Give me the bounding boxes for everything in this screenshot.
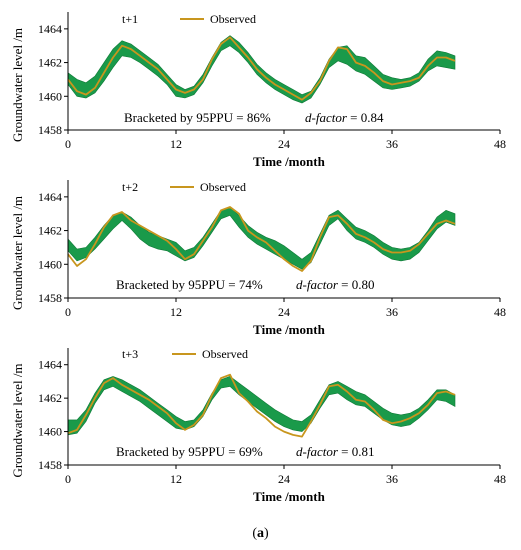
panel-3-x-tick-label: 0: [65, 472, 71, 486]
panel-2-y-tick-label: 1460: [38, 257, 62, 271]
panel-2-x-tick-label: 24: [278, 305, 290, 319]
panel-1-legend-label: Observed: [210, 12, 256, 26]
panel-1-y-tick-label: 1460: [38, 89, 62, 103]
panel-2-x-tick-label: 12: [170, 305, 182, 319]
panel-1-x-tick-label: 48: [494, 137, 506, 151]
panel-2-y-tick-label: 1458: [38, 291, 62, 305]
panel-3-x-tick-label: 36: [386, 472, 398, 486]
panel-3-y-axis-label: Groundwater level /m: [10, 363, 25, 477]
panel-1-ppu-band: [67, 35, 456, 104]
panel-2-x-tick-label: 36: [386, 305, 398, 319]
panel-1-x-tick-label: 12: [170, 137, 182, 151]
panel-3-observed-line: [67, 373, 456, 438]
panel-2-x-axis-label: Time /month: [253, 322, 325, 337]
panel-1-x-tick-label: 0: [65, 137, 71, 151]
panel-1-panel-label: t+1: [122, 12, 138, 26]
panel-1-dfactor-symbol: d-factor: [305, 110, 348, 125]
panel-2-annotation-bracketed: Bracketed by 95PPU = 74%: [116, 277, 263, 292]
caption-open: (: [252, 526, 257, 541]
panel-3-x-tick-label: 24: [278, 472, 290, 486]
caption-label: a: [257, 526, 264, 541]
panel-3-x-axis-label: Time /month: [253, 489, 325, 504]
panel-1-annotation-bracketed: Bracketed by 95PPU = 86%: [124, 110, 271, 125]
panel-2-y-tick-label: 1462: [38, 224, 62, 238]
panel-2-observed-line: [67, 206, 456, 272]
panel-3-dfactor-symbol: d-factor: [296, 444, 339, 459]
panel-2-x-tick-label: 0: [65, 305, 71, 319]
panel-3-y-tick-label: 1462: [38, 391, 62, 405]
panel-1-dfactor-value: = 0.84: [347, 110, 384, 125]
caption-close: ): [264, 526, 269, 541]
panel-3-annotation-dfactor: d-factor = 0.81: [296, 444, 374, 459]
panel-2-dfactor-value: = 0.80: [338, 277, 375, 292]
panel-2-ppu-band: [67, 206, 456, 270]
panel-3-y-tick-label: 1458: [38, 458, 62, 472]
panel-1-x-tick-label: 36: [386, 137, 398, 151]
panel-1-y-tick-label: 1464: [38, 22, 62, 36]
panel-3-ppu-band: [67, 376, 456, 436]
panel-2-legend-label: Observed: [200, 180, 246, 194]
panel-2-annotation-dfactor: d-factor = 0.80: [296, 277, 374, 292]
panel-2-panel-label: t+2: [122, 180, 138, 194]
panel-1-annotation-dfactor: d-factor = 0.84: [305, 110, 384, 125]
panel-2-y-axis-label: Groundwater level /m: [10, 196, 25, 310]
panel-1-y-tick-label: 1458: [38, 123, 62, 137]
panel-3-dfactor-value: = 0.81: [338, 444, 375, 459]
panel-1-x-axis-label: Time /month: [253, 154, 325, 169]
panel-2-x-tick-label: 48: [494, 305, 506, 319]
panel-1-y-tick-label: 1462: [38, 56, 62, 70]
panel-1-y-axis-label: Groundwater level /m: [10, 28, 25, 142]
panel-3-y-tick-label: 1460: [38, 425, 62, 439]
panel-3-y-tick-label: 1464: [38, 358, 62, 372]
panel-3-legend-label: Observed: [202, 347, 248, 361]
panel-1-x-tick-label: 24: [278, 137, 290, 151]
panel-2-dfactor-symbol: d-factor: [296, 277, 339, 292]
panel-1-observed-line: [67, 36, 456, 101]
figure-caption: (a): [0, 526, 521, 542]
panel-3-x-tick-label: 48: [494, 472, 506, 486]
panel-3-x-tick-label: 12: [170, 472, 182, 486]
panel-3-annotation-bracketed: Bracketed by 95PPU = 69%: [116, 444, 263, 459]
panel-2-y-tick-label: 1464: [38, 190, 62, 204]
panel-3-panel-label: t+3: [122, 347, 138, 361]
